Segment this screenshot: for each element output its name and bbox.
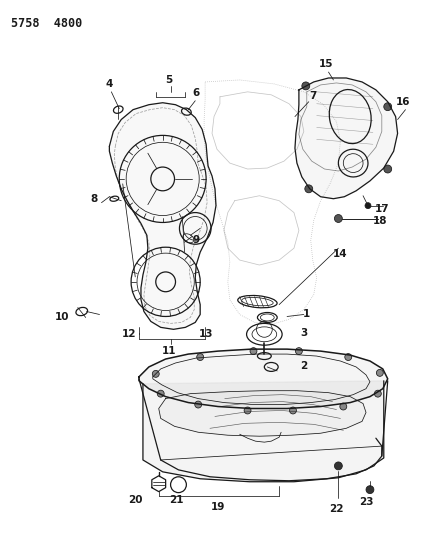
Text: 16: 16	[396, 96, 411, 107]
Text: 21: 21	[169, 495, 184, 505]
Circle shape	[376, 369, 383, 376]
Circle shape	[290, 407, 296, 414]
Circle shape	[250, 348, 257, 354]
Text: 20: 20	[128, 495, 142, 505]
Circle shape	[384, 103, 392, 111]
Polygon shape	[109, 103, 216, 329]
Text: 8: 8	[90, 193, 97, 204]
Text: 18: 18	[372, 216, 387, 227]
Polygon shape	[295, 78, 398, 199]
Text: 1: 1	[303, 309, 311, 319]
Text: 6: 6	[193, 88, 200, 98]
Circle shape	[365, 203, 371, 208]
Text: 5: 5	[165, 75, 172, 85]
Text: 9: 9	[193, 235, 200, 245]
Circle shape	[305, 185, 313, 193]
Polygon shape	[143, 381, 384, 482]
Text: 13: 13	[199, 329, 213, 340]
Polygon shape	[159, 391, 366, 436]
Text: 22: 22	[329, 504, 344, 514]
Circle shape	[157, 390, 164, 397]
Circle shape	[244, 407, 251, 414]
Circle shape	[152, 370, 159, 377]
Circle shape	[375, 390, 381, 397]
Text: 4: 4	[106, 79, 113, 89]
Circle shape	[302, 82, 310, 90]
Circle shape	[340, 403, 347, 410]
Text: 12: 12	[122, 329, 136, 340]
Circle shape	[195, 401, 202, 408]
Circle shape	[296, 348, 302, 354]
Text: 23: 23	[359, 497, 373, 506]
Text: 15: 15	[319, 59, 334, 69]
Text: 10: 10	[55, 312, 69, 322]
Text: 5758  4800: 5758 4800	[11, 17, 82, 30]
Circle shape	[345, 353, 352, 360]
Text: 19: 19	[211, 503, 225, 512]
Circle shape	[384, 165, 392, 173]
Text: 3: 3	[300, 328, 308, 338]
Text: 2: 2	[300, 361, 308, 371]
Circle shape	[197, 353, 204, 360]
Circle shape	[335, 462, 342, 470]
Circle shape	[335, 215, 342, 222]
Text: 11: 11	[161, 346, 176, 356]
Text: 17: 17	[375, 204, 389, 214]
Polygon shape	[139, 349, 388, 408]
Text: 14: 14	[333, 249, 347, 259]
Text: 7: 7	[309, 91, 317, 101]
Circle shape	[366, 486, 374, 494]
